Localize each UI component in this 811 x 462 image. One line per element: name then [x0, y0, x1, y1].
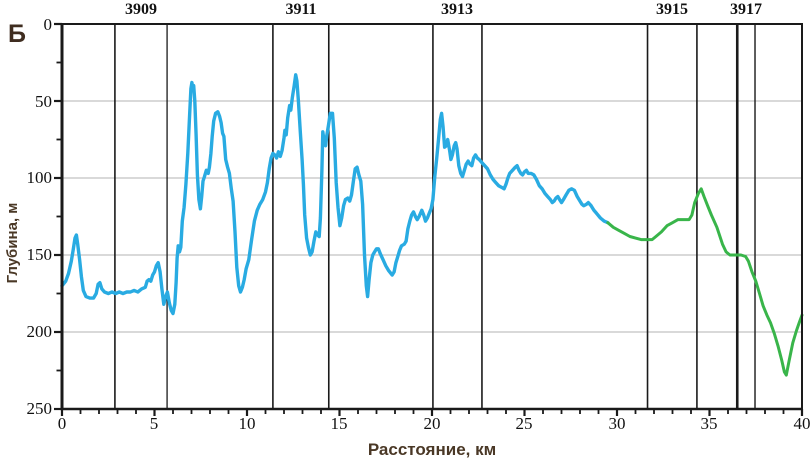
x-tick-40: 40 — [793, 414, 811, 433]
y-tick-150: 150 — [26, 245, 53, 264]
station-label-3915: 3915 — [656, 1, 688, 18]
x-tick-30: 30 — [608, 414, 626, 433]
y-tick-250: 250 — [26, 399, 53, 418]
x-tick-25: 25 — [515, 414, 533, 433]
y-tick-50: 50 — [35, 92, 52, 111]
x-axis-title: Расстояние, км — [367, 440, 497, 459]
x-tick-35: 35 — [700, 414, 718, 433]
x-tick-0: 0 — [57, 414, 67, 433]
station-label-3917: 3917 — [730, 1, 762, 18]
x-tick-10: 10 — [238, 414, 256, 433]
panel-label: Б — [8, 20, 26, 48]
x-tick-5: 5 — [149, 414, 159, 433]
y-tick-100: 100 — [26, 168, 53, 187]
station-label-3911: 3911 — [285, 1, 317, 18]
y-tick-0: 0 — [43, 15, 53, 34]
x-tick-20: 20 — [423, 414, 441, 433]
y-tick-200: 200 — [26, 322, 53, 341]
x-tick-15: 15 — [330, 414, 348, 433]
y-axis-title: Глубина, м — [4, 202, 21, 284]
station-label-3909: 3909 — [125, 1, 157, 18]
station-label-3913: 3913 — [441, 1, 473, 18]
